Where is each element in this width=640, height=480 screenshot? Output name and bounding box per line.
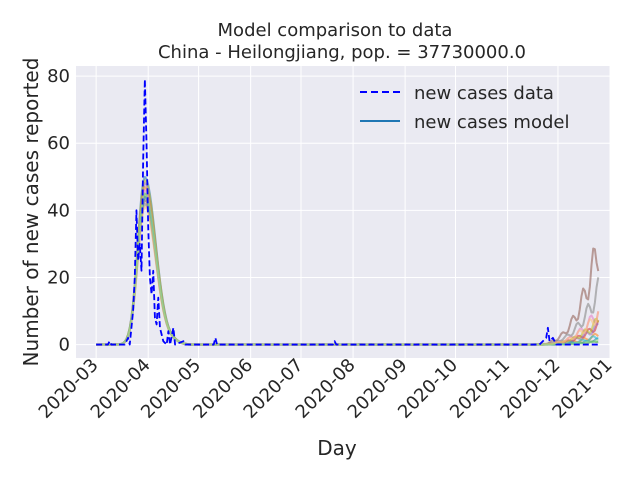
y-tick-label: 40 [47,200,70,221]
x-axis-label: Day [317,436,357,460]
data-lines [96,78,599,346]
y-axis-label: Number of new cases reported [19,58,43,367]
plot-area [76,66,610,358]
y-tick-labels: 0 20 40 60 80 [47,66,70,356]
legend-label-model: new cases model [414,112,569,133]
legend-label-data: new cases data [414,83,554,104]
y-tick-label: 60 [47,133,70,154]
y-tick-label: 20 [47,267,70,288]
chart-subtitle: China - Heilongjiang, pop. = 37730000.0 [158,42,526,63]
y-tick-label: 80 [47,66,70,87]
grid-lines [76,66,611,358]
legend: new cases data new cases model [360,83,569,133]
data-series-line [96,78,599,346]
y-tick-label: 0 [59,335,70,356]
chart-title: Model comparison to data [218,20,453,41]
